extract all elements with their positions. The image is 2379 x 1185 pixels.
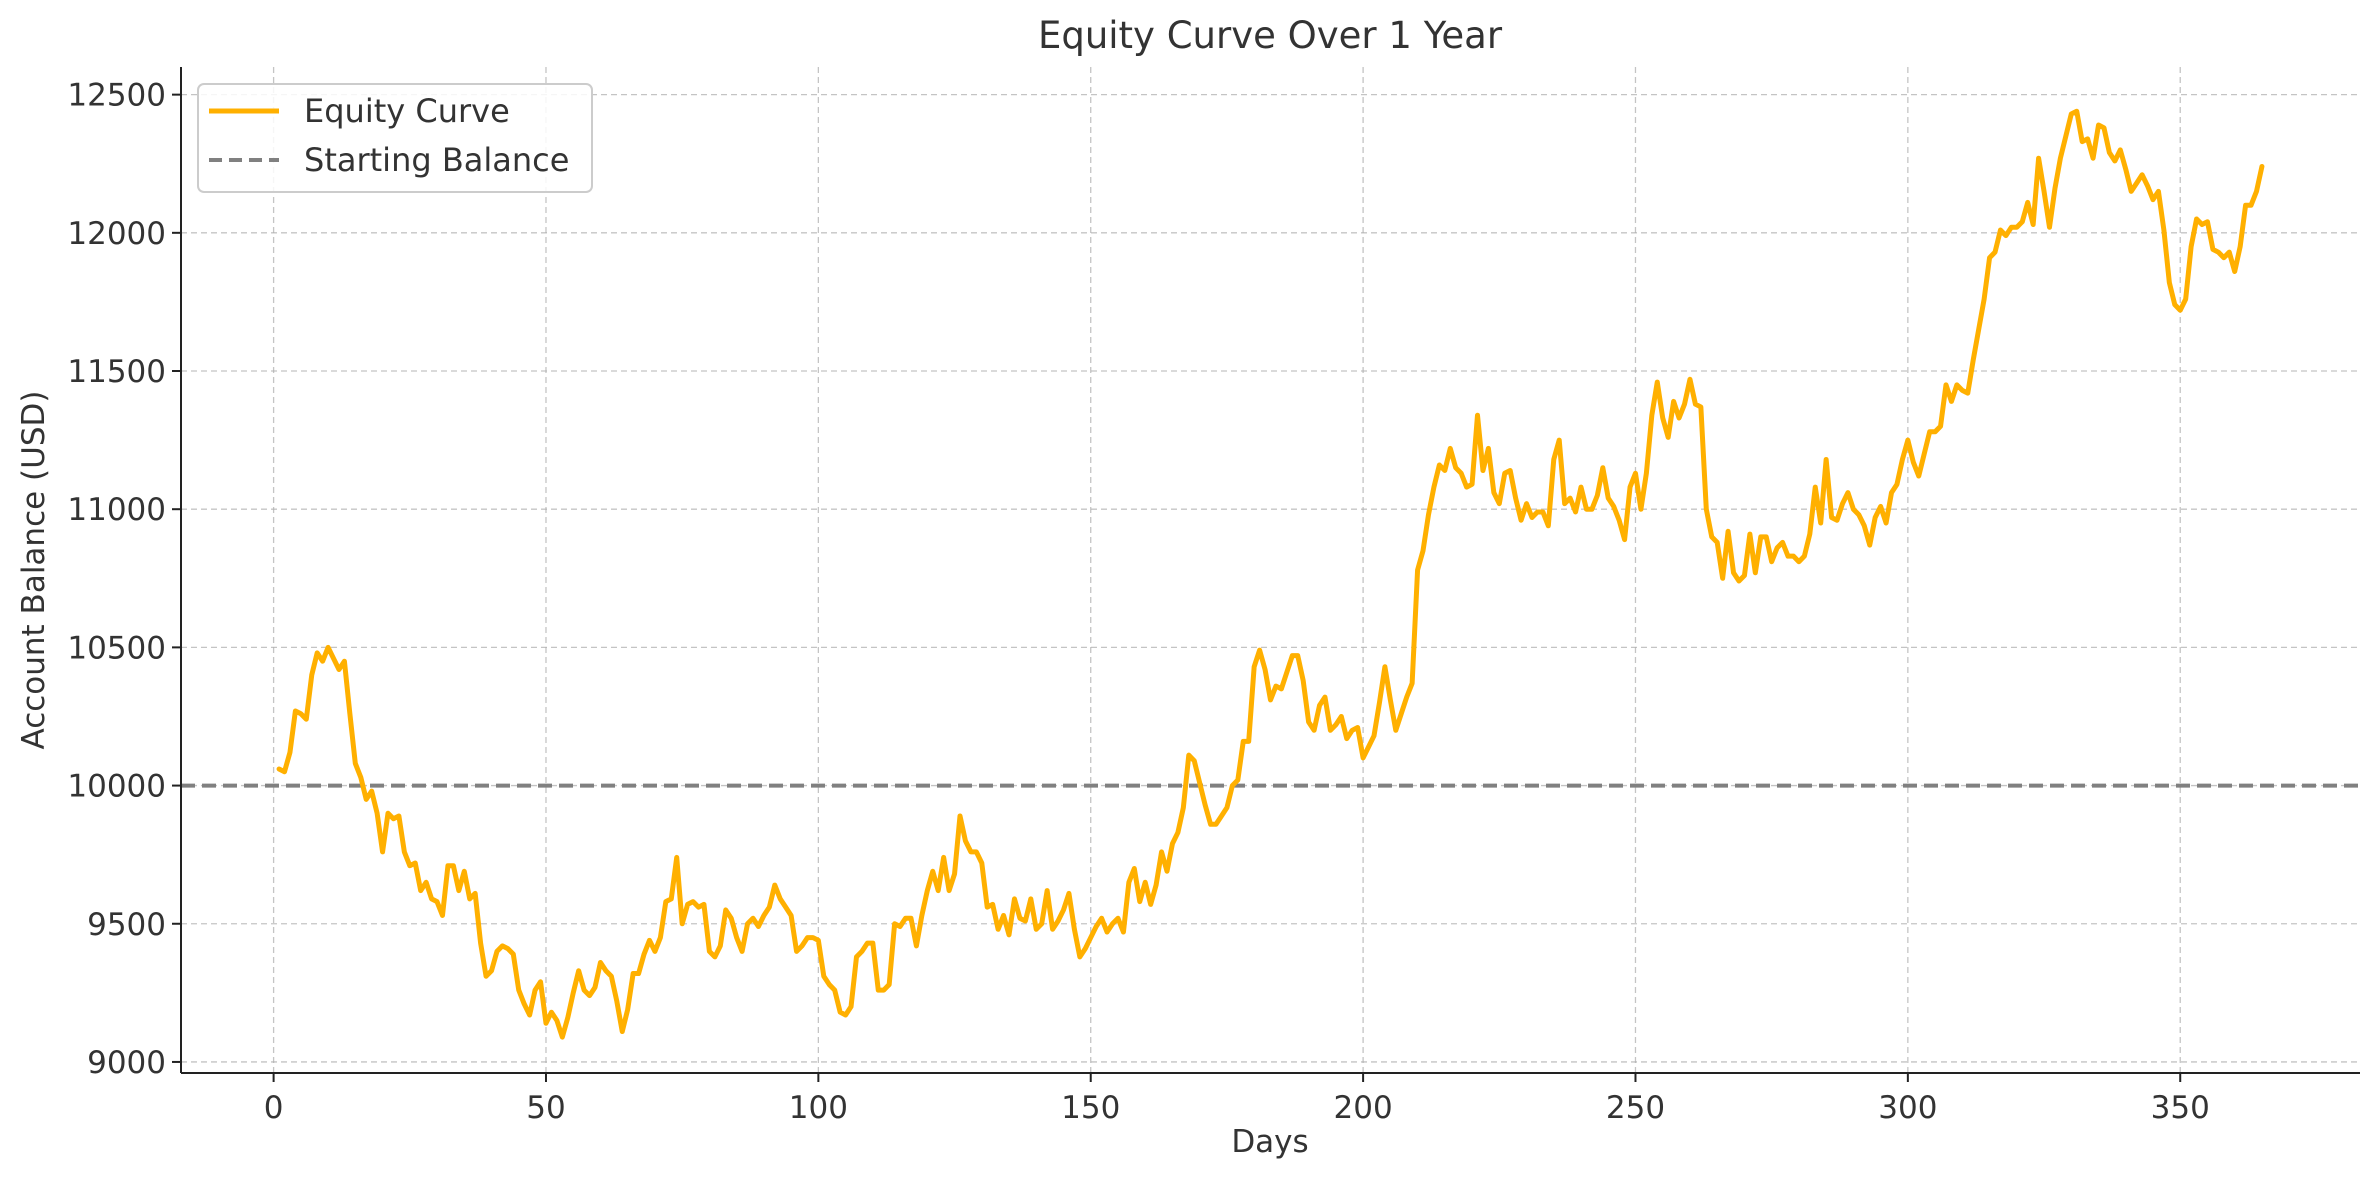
y-tick-label: 10000	[67, 769, 166, 805]
y-tick-label: 10500	[67, 630, 166, 666]
x-axis-label: Days	[1231, 1124, 1308, 1160]
legend-label-equity: Equity Curve	[304, 92, 510, 130]
y-tick-label: 11500	[67, 354, 166, 390]
x-tick-label: 250	[1606, 1090, 1665, 1126]
axes	[180, 67, 2360, 1074]
x-tick-label: 50	[526, 1090, 565, 1126]
legend: Equity Curve Starting Balance	[197, 83, 593, 193]
y-tick-label: 12000	[67, 216, 166, 252]
y-tick-label: 11000	[67, 492, 166, 528]
series	[276, 108, 2265, 1040]
y-axis-label: Account Balance (USD)	[16, 391, 52, 750]
x-tick-label: 350	[2151, 1090, 2210, 1126]
y-tick-label: 12500	[67, 78, 166, 114]
x-tick-label: 150	[1061, 1090, 1120, 1126]
legend-label-starting: Starting Balance	[304, 141, 569, 179]
y-tick-label: 9500	[87, 907, 166, 943]
x-ticks: 0 50 100 150 200 250 300 350	[264, 1073, 2210, 1126]
x-tick-label: 200	[1334, 1090, 1393, 1126]
legend-box	[197, 83, 593, 193]
x-tick-label: 100	[789, 1090, 848, 1126]
y-tick-label: 9000	[87, 1045, 166, 1081]
y-ticks: 9000 9500 10000 10500 11000 11500 12000 12500	[67, 78, 181, 1081]
x-tick-label: 300	[1878, 1090, 1937, 1126]
chart-title: Equity Curve Over 1 Year	[1038, 14, 1503, 57]
equity-curve-line	[276, 108, 2265, 1040]
x-tick-label: 0	[264, 1090, 284, 1126]
